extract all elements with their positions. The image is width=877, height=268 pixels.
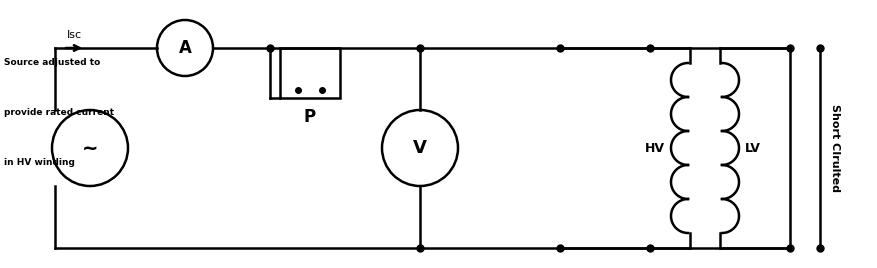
Text: in HV winding: in HV winding	[4, 158, 75, 167]
Text: Source adjusted to: Source adjusted to	[4, 58, 100, 67]
Text: provide rated current: provide rated current	[4, 108, 114, 117]
Text: A: A	[179, 39, 191, 57]
Text: V: V	[413, 139, 427, 157]
Text: Short CIrulted: Short CIrulted	[830, 104, 840, 192]
Text: P: P	[304, 108, 316, 126]
Bar	[280, 48, 340, 98]
Text: HV: HV	[645, 142, 665, 154]
Text: LV: LV	[745, 142, 761, 154]
Text: ~: ~	[82, 139, 98, 158]
Text: Isc: Isc	[67, 30, 82, 40]
